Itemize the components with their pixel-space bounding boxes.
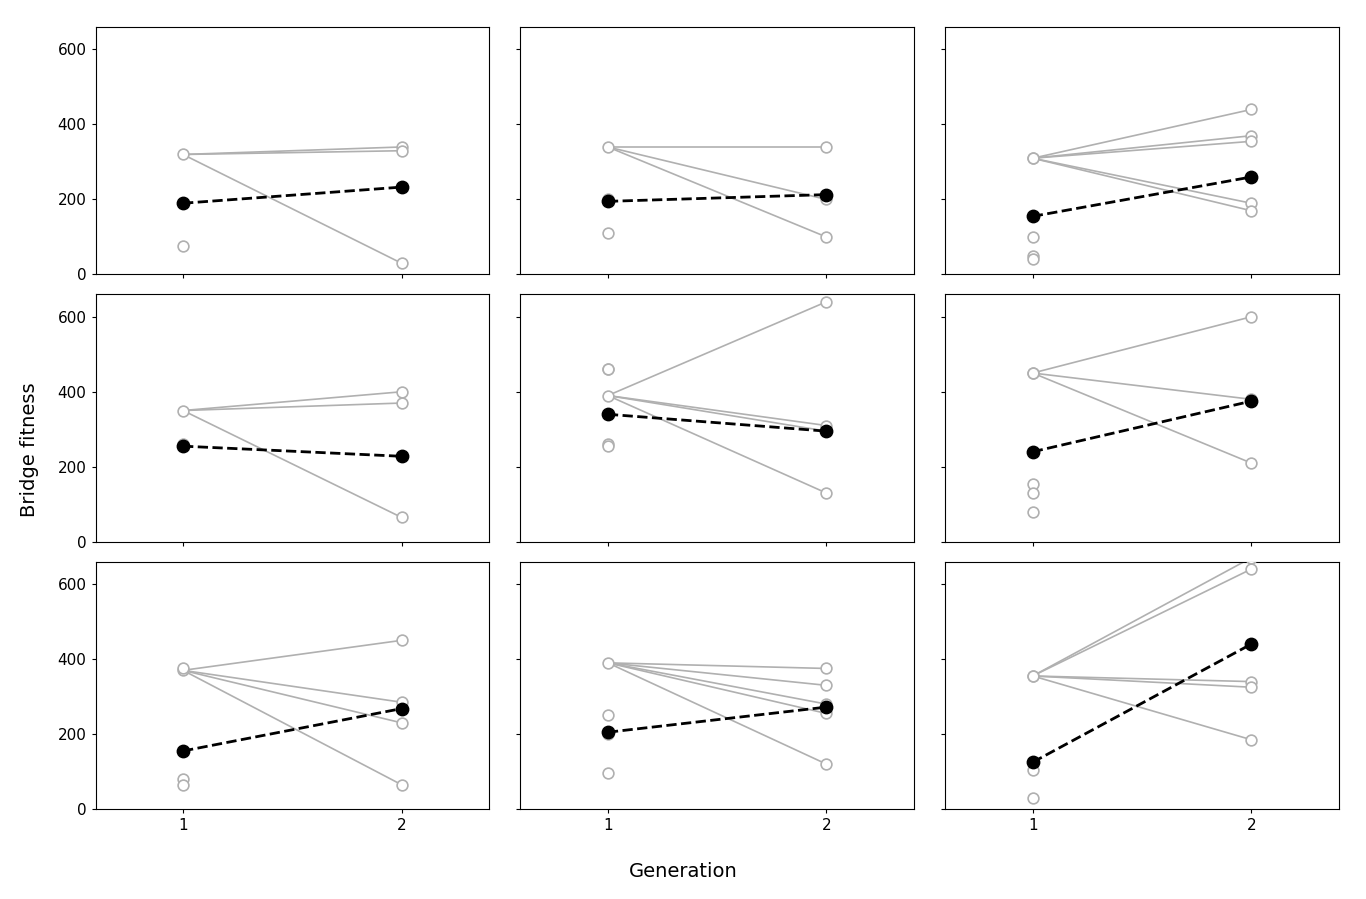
Point <box>816 662 837 676</box>
Point <box>597 727 619 742</box>
Point <box>1022 669 1044 683</box>
Point <box>1022 476 1044 491</box>
Point <box>391 778 413 792</box>
Point <box>816 192 837 207</box>
Point <box>1240 203 1262 218</box>
Point <box>1240 562 1262 576</box>
Point <box>172 404 194 418</box>
Point <box>597 725 619 739</box>
Point <box>1240 102 1262 117</box>
Point <box>597 226 619 240</box>
Point <box>172 662 194 676</box>
Point <box>172 439 194 453</box>
Point <box>172 239 194 254</box>
Point <box>597 194 619 209</box>
Point <box>816 485 837 500</box>
Point <box>172 663 194 678</box>
Point <box>597 362 619 377</box>
Point <box>172 743 194 758</box>
Point <box>391 180 413 194</box>
Point <box>1022 669 1044 683</box>
Point <box>597 407 619 422</box>
Point <box>1240 680 1262 694</box>
Point <box>1022 790 1044 805</box>
Point <box>816 139 837 154</box>
Point <box>1240 394 1262 408</box>
Point <box>1240 551 1262 565</box>
Point <box>172 196 194 210</box>
Point <box>816 230 837 245</box>
Point <box>172 196 194 210</box>
Point <box>1240 733 1262 747</box>
Point <box>391 385 413 399</box>
Point <box>1022 248 1044 263</box>
Point <box>597 388 619 403</box>
Point <box>597 439 619 453</box>
Text: Bridge fitness: Bridge fitness <box>20 382 40 517</box>
Point <box>1240 456 1262 470</box>
Point <box>816 707 837 721</box>
Point <box>597 362 619 377</box>
Point <box>597 192 619 207</box>
Point <box>391 716 413 730</box>
Point <box>391 701 413 716</box>
Point <box>1240 170 1262 184</box>
Point <box>1022 445 1044 459</box>
Point <box>391 396 413 410</box>
Point <box>391 256 413 271</box>
Point <box>391 450 413 464</box>
Point <box>1022 151 1044 165</box>
Point <box>816 424 837 439</box>
Point <box>597 655 619 670</box>
Point <box>1240 392 1262 406</box>
Point <box>816 697 837 711</box>
Point <box>1022 151 1044 165</box>
Point <box>391 511 413 525</box>
Point <box>1022 762 1044 777</box>
Point <box>172 778 194 792</box>
Point <box>172 147 194 162</box>
Point <box>816 418 837 432</box>
Point <box>1022 366 1044 380</box>
Point <box>391 695 413 709</box>
Point <box>172 743 194 758</box>
Point <box>1022 755 1044 770</box>
Point <box>391 633 413 647</box>
Point <box>816 187 837 201</box>
Point <box>391 139 413 154</box>
Point <box>1022 230 1044 245</box>
Point <box>172 437 194 451</box>
Text: Generation: Generation <box>628 862 738 881</box>
Point <box>1240 196 1262 210</box>
Point <box>597 437 619 451</box>
Point <box>1240 674 1262 689</box>
Point <box>816 700 837 715</box>
Point <box>597 766 619 780</box>
Point <box>172 772 194 787</box>
Point <box>597 139 619 154</box>
Point <box>1022 209 1044 224</box>
Point <box>816 757 837 771</box>
Point <box>1240 636 1262 651</box>
Point <box>1022 485 1044 500</box>
Point <box>1022 504 1044 519</box>
Point <box>816 678 837 692</box>
Point <box>816 295 837 309</box>
Point <box>1240 309 1262 324</box>
Point <box>1022 253 1044 267</box>
Point <box>597 708 619 723</box>
Point <box>1240 134 1262 148</box>
Point <box>172 439 194 453</box>
Point <box>816 424 837 439</box>
Point <box>391 144 413 158</box>
Point <box>1240 129 1262 143</box>
Point <box>1022 366 1044 380</box>
